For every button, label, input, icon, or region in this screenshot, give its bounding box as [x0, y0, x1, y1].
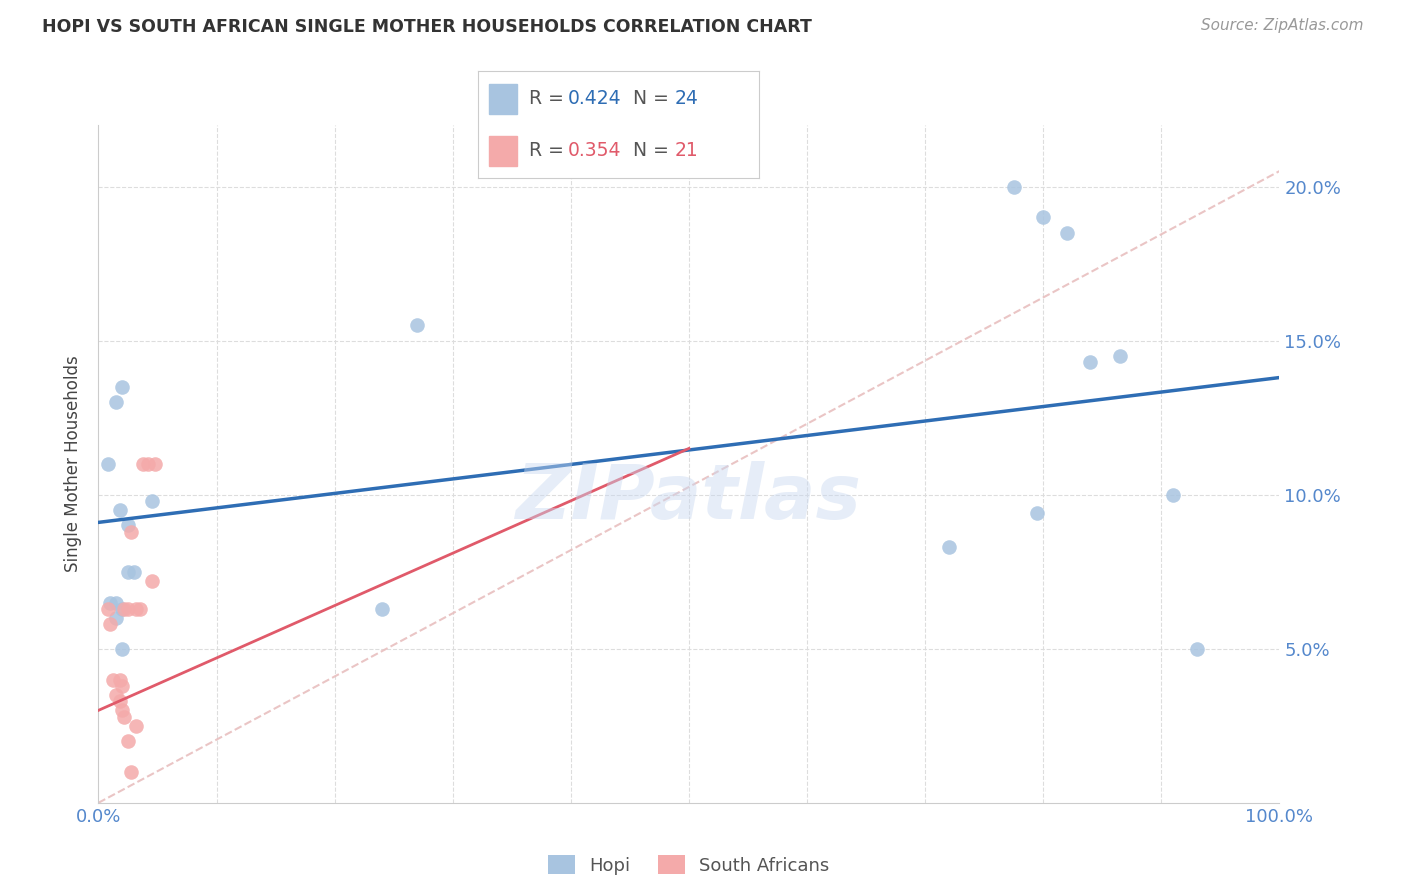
Text: HOPI VS SOUTH AFRICAN SINGLE MOTHER HOUSEHOLDS CORRELATION CHART: HOPI VS SOUTH AFRICAN SINGLE MOTHER HOUS…	[42, 18, 813, 36]
Text: N =: N =	[633, 89, 675, 108]
Point	[406, 318, 429, 333]
Point	[97, 457, 120, 471]
Point	[122, 565, 145, 579]
Text: 24: 24	[675, 89, 699, 108]
Point	[117, 601, 139, 615]
Point	[105, 611, 128, 625]
Text: R =: R =	[529, 141, 569, 160]
Point	[112, 601, 135, 615]
Point	[105, 395, 128, 409]
Point	[101, 673, 124, 687]
Point	[371, 601, 394, 615]
Point	[111, 601, 134, 615]
Point	[125, 601, 148, 615]
Point	[141, 493, 163, 508]
Point	[1002, 179, 1025, 194]
Point	[117, 518, 139, 533]
Point	[1109, 349, 1132, 363]
Legend: Hopi, South Africans: Hopi, South Africans	[541, 848, 837, 882]
Point	[1080, 355, 1102, 369]
Text: R =: R =	[529, 89, 569, 108]
Point	[111, 641, 134, 656]
Point	[108, 694, 131, 708]
Point	[128, 601, 150, 615]
Point	[117, 734, 139, 748]
Point	[121, 764, 143, 779]
Point	[1056, 226, 1078, 240]
Point	[1026, 506, 1049, 520]
Bar	[489, 84, 517, 114]
Point	[125, 719, 148, 733]
Point	[1185, 641, 1208, 656]
Point	[111, 703, 134, 717]
Bar	[489, 136, 517, 166]
Point	[98, 595, 121, 609]
Point	[117, 565, 139, 579]
Point	[112, 709, 135, 723]
Point	[1161, 488, 1184, 502]
Text: 0.424: 0.424	[568, 89, 621, 108]
Text: 21: 21	[675, 141, 699, 160]
Point	[111, 679, 134, 693]
Point	[132, 457, 155, 471]
Y-axis label: Single Mother Households: Single Mother Households	[65, 356, 83, 572]
Point	[98, 617, 121, 632]
Text: 0.354: 0.354	[568, 141, 621, 160]
Text: N =: N =	[633, 141, 675, 160]
Point	[143, 457, 166, 471]
Point	[1032, 211, 1054, 225]
Text: ZIPatlas: ZIPatlas	[516, 461, 862, 534]
Point	[105, 688, 128, 702]
Point	[111, 380, 134, 394]
Point	[938, 540, 960, 554]
Text: Source: ZipAtlas.com: Source: ZipAtlas.com	[1201, 18, 1364, 33]
Point	[141, 574, 163, 588]
Point	[108, 673, 131, 687]
Point	[97, 601, 120, 615]
Point	[105, 595, 128, 609]
Point	[108, 503, 131, 517]
Point	[121, 524, 143, 539]
Point	[136, 457, 159, 471]
